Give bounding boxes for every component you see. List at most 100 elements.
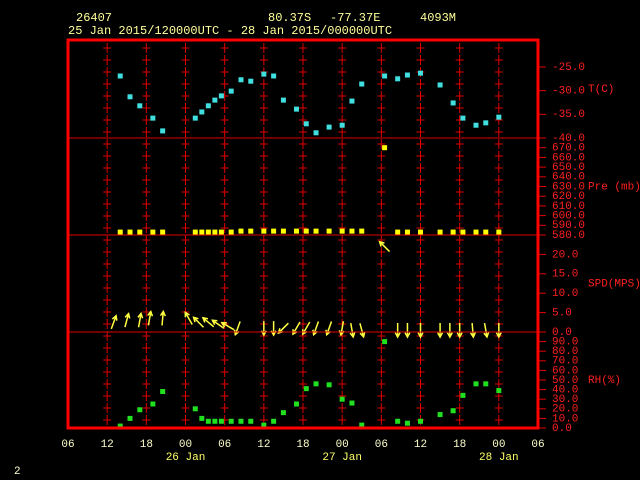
grid-line xyxy=(338,43,347,425)
data-point xyxy=(303,121,309,127)
data-point xyxy=(218,418,224,424)
wind-arrow xyxy=(270,321,277,337)
data-point xyxy=(460,229,466,235)
wind-arrow xyxy=(220,321,235,331)
data-point xyxy=(238,418,244,424)
wind-arrow xyxy=(124,312,131,328)
data-point xyxy=(339,122,345,128)
wind-arrow xyxy=(233,321,241,337)
data-point xyxy=(248,418,254,424)
y-tick-label: 0.0 xyxy=(552,423,572,435)
wind-arrow xyxy=(378,240,391,253)
y-tick-label: 40.0 xyxy=(552,385,578,397)
data-point xyxy=(205,229,211,235)
data-point xyxy=(496,388,502,394)
data-point xyxy=(117,423,123,429)
data-point xyxy=(117,229,123,235)
data-point xyxy=(349,400,355,406)
latitude: 80.37S xyxy=(268,11,311,25)
plot-frame xyxy=(66,38,540,430)
data-point xyxy=(395,76,401,82)
data-point xyxy=(359,81,365,87)
wind-arrow xyxy=(159,309,166,326)
y-tick-label: -25.0 xyxy=(552,62,585,74)
y-tick-label: -40.0 xyxy=(552,133,585,145)
data-point xyxy=(404,420,410,426)
data-point xyxy=(483,229,489,235)
data-point xyxy=(382,73,388,79)
data-point xyxy=(404,229,410,235)
data-point xyxy=(382,145,388,151)
y-tick-label: 0.0 xyxy=(552,327,572,339)
wind-arrow xyxy=(110,314,118,330)
data-point xyxy=(473,122,479,128)
data-point xyxy=(418,229,423,235)
longitude: -77.37E xyxy=(330,11,380,25)
y-tick-label: 70.0 xyxy=(552,356,578,368)
data-point xyxy=(460,392,466,398)
data-point xyxy=(293,106,299,112)
data-point xyxy=(280,410,286,416)
data-point xyxy=(248,228,254,234)
data-point xyxy=(339,228,345,234)
y-axis-label: SPD(MPS) xyxy=(588,278,640,290)
data-point xyxy=(212,229,218,235)
data-point xyxy=(261,71,267,77)
data-point xyxy=(137,407,143,413)
x-tick-label: 18 xyxy=(453,439,466,451)
data-point xyxy=(228,88,234,94)
data-point xyxy=(271,418,277,424)
data-point xyxy=(483,381,489,387)
data-point xyxy=(205,418,211,424)
y-tick-label: 15.0 xyxy=(552,269,578,281)
data-point xyxy=(205,103,211,109)
y-tick-label: 5.0 xyxy=(552,308,572,320)
y-tick-label: 610.0 xyxy=(552,201,585,213)
data-point xyxy=(418,70,423,76)
data-point xyxy=(359,422,365,428)
data-point xyxy=(293,401,299,407)
data-point xyxy=(150,229,156,235)
x-tick-label: 00 xyxy=(492,439,505,451)
grid-line xyxy=(259,43,268,425)
data-point xyxy=(313,130,319,136)
y-tick-label: -30.0 xyxy=(552,86,585,98)
data-point xyxy=(127,229,133,235)
wind-arrow xyxy=(184,311,193,325)
data-point xyxy=(450,408,456,414)
grid-line xyxy=(377,43,386,425)
data-point xyxy=(137,103,143,109)
wind-arrow xyxy=(192,316,205,328)
y-tick-label: -35.0 xyxy=(552,109,585,121)
x-tick-label: 06 xyxy=(61,439,74,451)
grid-line xyxy=(299,43,307,425)
data-point xyxy=(460,115,466,121)
data-point xyxy=(473,229,479,235)
data-point xyxy=(271,73,277,79)
y-tick-label: 670.0 xyxy=(552,143,585,155)
grid-line xyxy=(142,43,151,425)
data-point xyxy=(192,115,198,121)
data-point xyxy=(199,415,205,421)
x-tick-label: 06 xyxy=(375,439,388,451)
data-point xyxy=(127,94,133,100)
date-label: 28 Jan xyxy=(479,452,519,464)
wind-arrow xyxy=(137,311,144,328)
page-number: 2 xyxy=(14,466,21,478)
x-tick-label: 06 xyxy=(218,439,231,451)
wind-arrow xyxy=(260,321,267,337)
y-tick-label: 60.0 xyxy=(552,365,578,377)
data-point xyxy=(326,228,332,234)
data-point xyxy=(437,82,443,88)
data-point xyxy=(437,229,443,235)
y-tick-label: 580.0 xyxy=(552,230,585,242)
y-tick-label: 10.0 xyxy=(552,413,578,425)
data-point xyxy=(303,386,309,392)
y-tick-label: 600.0 xyxy=(552,211,585,223)
data-point xyxy=(326,124,332,130)
wind-arrow xyxy=(483,323,490,339)
x-tick-label: 06 xyxy=(531,439,544,451)
wind-arrow xyxy=(404,323,411,339)
data-point xyxy=(248,78,254,84)
